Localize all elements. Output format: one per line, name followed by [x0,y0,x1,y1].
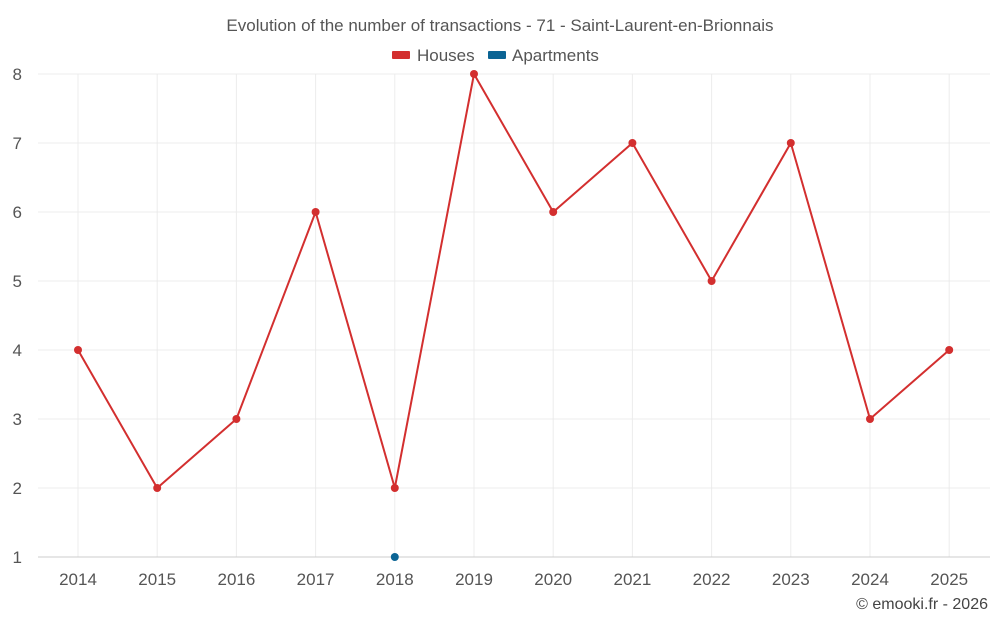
x-tick-label: 2025 [930,570,968,589]
data-point-houses[interactable] [786,139,795,147]
data-point-houses[interactable] [945,346,954,354]
legend-swatch [392,51,410,59]
data-point-houses[interactable] [390,484,399,492]
series-group [74,70,954,561]
legend-item-apartments[interactable]: Apartments [488,46,599,65]
y-tick-label: 8 [13,65,22,84]
x-tick-label: 2022 [693,570,731,589]
data-point-houses[interactable] [470,70,478,78]
data-point-apartments[interactable] [390,553,399,561]
y-axis-ticks: 1 2 3 4 5 6 7 8 [13,65,22,567]
y-tick-label: 1 [13,548,22,567]
x-axis-ticks: 2014 2015 2016 2017 2018 2019 2020 2021 2022 2023… [59,570,968,589]
legend-swatch [488,51,506,59]
series-line-houses [77,73,950,489]
x-tick-label: 2016 [217,570,255,589]
legend-label: Houses [417,46,475,65]
legend-item-houses[interactable]: Houses [392,46,475,65]
y-tick-label: 6 [13,203,22,222]
x-tick-label: 2020 [534,570,572,589]
y-tick-label: 2 [13,479,22,498]
x-tick-label: 2014 [59,570,97,589]
credit-text: © emooki.fr - 2026 [856,596,988,613]
y-tick-label: 3 [13,410,22,429]
x-tick-label: 2024 [851,570,889,589]
chart-title: Evolution of the number of transactions … [226,16,773,35]
data-point-houses[interactable] [311,208,320,216]
x-tick-label: 2017 [297,570,335,589]
x-tick-label: 2015 [138,570,176,589]
data-point-houses[interactable] [707,277,716,285]
x-tick-label: 2018 [376,570,414,589]
data-point-houses[interactable] [153,484,162,492]
data-point-houses[interactable] [232,415,241,423]
series-houses [74,70,954,492]
legend[interactable]: Houses Apartments [392,46,599,65]
y-tick-label: 4 [13,341,22,360]
data-point-houses[interactable] [866,415,874,423]
x-tick-label: 2019 [455,570,493,589]
legend-label: Apartments [512,46,599,65]
series-apartments [390,553,399,561]
gridlines [38,73,990,557]
y-tick-label: 7 [13,134,22,153]
y-tick-label: 5 [13,272,22,291]
x-tick-label: 2023 [772,570,810,589]
data-point-houses[interactable] [74,346,82,354]
data-point-houses[interactable] [628,139,637,147]
x-tick-label: 2021 [613,570,651,589]
data-point-houses[interactable] [549,208,558,216]
